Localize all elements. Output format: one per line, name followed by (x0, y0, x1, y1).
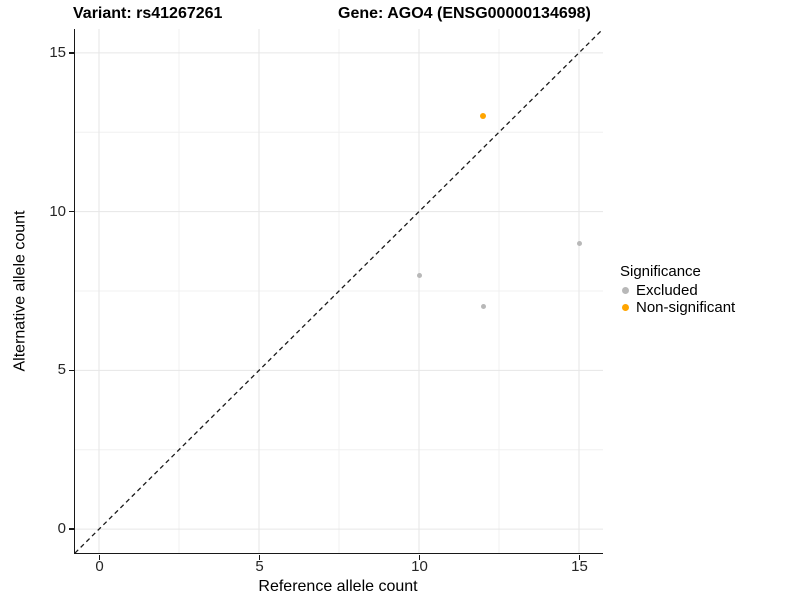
legend: Significance Excluded Non-significant (620, 263, 735, 316)
y-tick-label: 10 (49, 202, 66, 220)
x-tick-label: 0 (95, 558, 104, 575)
data-point-excluded (480, 304, 486, 310)
x-axis-tick (418, 554, 421, 560)
data-point-excluded (416, 272, 422, 278)
y-axis-tick (69, 369, 74, 372)
y-axis-tick (69, 52, 74, 54)
plot-panel (74, 29, 603, 554)
y-tick-label: 15 (49, 43, 66, 61)
identity-line (75, 29, 603, 553)
legend-title: Significance (620, 263, 701, 280)
legend-item-non-significant: Non-significant (620, 299, 735, 316)
x-tick-label: 5 (255, 558, 264, 575)
x-axis-tick (258, 554, 261, 560)
y-tick-label: 5 (57, 361, 66, 379)
legend-dot-icon (622, 304, 629, 311)
legend-item-label: Excluded (636, 282, 698, 299)
x-axis-title: Reference allele count (258, 578, 418, 595)
gene-title: Gene: AGO4 (ENSG00000134698) (338, 5, 591, 22)
data-point-excluded (576, 240, 582, 246)
legend-dot-icon (622, 287, 629, 294)
data-point-non-significant (480, 113, 486, 120)
x-axis-tick (98, 554, 101, 560)
variant-title: Variant: rs41267261 (73, 5, 223, 22)
x-axis-tick (578, 554, 581, 560)
legend-item-excluded: Excluded (620, 282, 735, 299)
x-tick-label: 15 (571, 558, 588, 575)
legend-items: Excluded Non-significant (620, 282, 735, 316)
x-tick-label: 10 (411, 558, 428, 575)
y-axis-tick (69, 528, 74, 530)
y-axis-title: Alternative allele count (11, 210, 29, 372)
y-axis-tick (69, 210, 74, 213)
y-tick-label: 0 (57, 520, 66, 538)
legend-item-label: Non-significant (636, 299, 736, 316)
panel-canvas (75, 29, 603, 553)
